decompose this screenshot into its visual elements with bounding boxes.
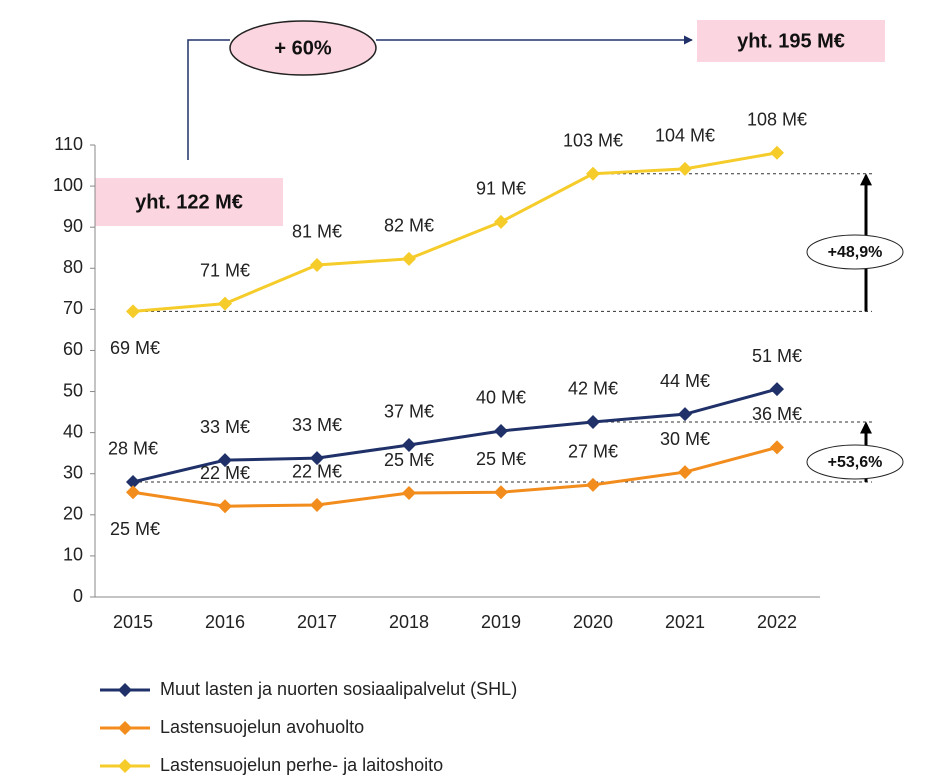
total-box (697, 20, 885, 62)
change-badge (806, 234, 904, 270)
data-point (310, 497, 324, 512)
data-point (494, 485, 508, 500)
data-point (586, 166, 600, 181)
data-label: 108 M€ (747, 110, 807, 130)
data-label: 33 M€ (200, 417, 250, 437)
data-point (678, 161, 692, 176)
data-label: 104 M€ (655, 126, 715, 146)
data-label: 28 M€ (108, 439, 158, 459)
data-point (770, 440, 784, 455)
data-label: 33 M€ (292, 415, 342, 435)
legend-label: Lastensuojelun avohuolto (160, 717, 364, 737)
series-line (132, 445, 778, 508)
data-point (126, 474, 140, 489)
data-label: 103 M€ (563, 131, 623, 151)
y-tick-label: 20 (63, 504, 83, 524)
data-label: 22 M€ (200, 463, 250, 483)
x-tick-label: 2022 (757, 612, 797, 632)
series-line (132, 151, 778, 313)
change-badge (806, 444, 904, 480)
y-tick-label: 60 (63, 339, 83, 359)
legend-marker (118, 683, 132, 697)
data-label: 40 M€ (476, 388, 526, 408)
legend-marker (118, 759, 132, 773)
x-tick-label: 2020 (573, 612, 613, 632)
data-point (126, 304, 140, 319)
data-label: 36 M€ (752, 404, 802, 424)
data-point (218, 453, 232, 468)
data-label: 42 M€ (568, 379, 618, 399)
y-tick-label: 0 (73, 586, 83, 606)
data-point (678, 465, 692, 480)
data-point (218, 499, 232, 514)
data-label: 69 M€ (110, 338, 160, 358)
y-tick-label: 50 (63, 380, 83, 400)
x-tick-label: 2018 (389, 612, 429, 632)
data-point (402, 437, 416, 452)
data-point (310, 257, 324, 272)
data-point (126, 485, 140, 500)
data-point (586, 414, 600, 429)
annotation: yht. 195 M€ (737, 30, 845, 52)
legend-marker (118, 721, 132, 735)
legend-label: Lastensuojelun perhe- ja laitoshoito (160, 755, 443, 775)
x-tick-label: 2015 (113, 612, 153, 632)
data-label: 25 M€ (476, 449, 526, 469)
data-label: 51 M€ (752, 346, 802, 366)
y-tick-label: 30 (63, 462, 83, 482)
data-point (310, 451, 324, 466)
annotation: + 60% (274, 37, 331, 59)
y-tick-label: 110 (54, 134, 83, 154)
series-line (132, 387, 778, 484)
y-tick-label: 100 (53, 175, 83, 195)
data-label: 25 M€ (384, 450, 434, 470)
y-tick-label: 80 (63, 257, 83, 277)
data-label: 44 M€ (660, 371, 710, 391)
plot: 0 10 20 30 40 50 60 70 80 90 100 110 2015 2016 2017 201… (53, 110, 904, 775)
annotation: yht. 122 M€ (135, 191, 243, 213)
total-box (95, 178, 283, 226)
data-point (402, 251, 416, 266)
x-tick-label: 2019 (481, 612, 521, 632)
data-label: 30 M€ (660, 429, 710, 449)
y-tick-label: 90 (63, 216, 83, 236)
y-tick-label: 10 (63, 545, 83, 565)
data-point (494, 423, 508, 438)
annotation: +53,6% (828, 454, 883, 471)
data-point (494, 214, 508, 229)
data-point (218, 296, 232, 311)
data-label: 25 M€ (110, 519, 160, 539)
data-point (770, 382, 784, 397)
data-label: 37 M€ (384, 402, 434, 422)
data-point (678, 407, 692, 422)
data-label: 71 M€ (200, 260, 250, 280)
data-label: 81 M€ (292, 222, 342, 242)
data-label: 82 M€ (384, 216, 434, 236)
data-label: 91 M€ (476, 179, 526, 199)
data-point (770, 145, 784, 160)
data-label: 27 M€ (568, 442, 618, 462)
y-tick-label: 70 (63, 298, 83, 318)
annotation-60: + 60% (187, 20, 693, 160)
data-label: 22 M€ (292, 462, 342, 482)
legend-label: Muut lasten ja nuorten sosiaalipalvelut … (160, 679, 517, 699)
x-tick-label: 2021 (665, 612, 705, 632)
data-point (402, 486, 416, 501)
x-tick-label: 2016 (205, 612, 245, 632)
annotation: +48,9% (828, 244, 883, 261)
data-point (586, 477, 600, 492)
y-tick-label: 40 (63, 421, 83, 441)
x-tick-label: 2017 (297, 612, 337, 632)
